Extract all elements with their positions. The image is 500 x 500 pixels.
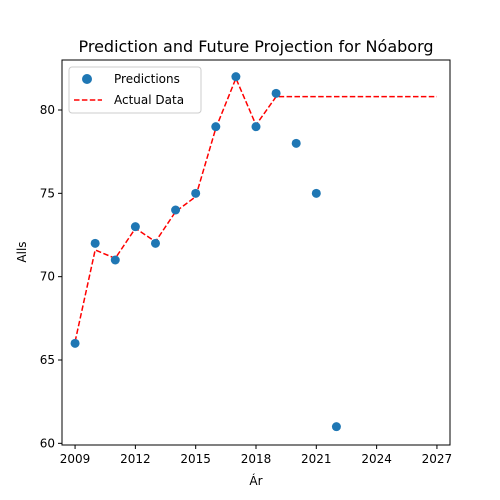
x-tick-label: 2015 [180,452,211,466]
x-tick-label: 2018 [241,452,272,466]
prediction-point [272,89,281,98]
y-tick-label: 75 [40,186,55,200]
legend-label-predictions: Predictions [114,72,180,86]
prediction-point [312,189,321,198]
prediction-point [332,422,341,431]
prediction-point [91,239,100,248]
x-tick-label: 2021 [301,452,332,466]
x-tick-label: 2012 [120,452,151,466]
prediction-point [71,339,80,348]
y-tick-label: 60 [40,436,55,450]
prediction-point [191,189,200,198]
prediction-point [292,139,301,148]
y-axis-label: Alls [15,241,29,262]
legend: Predictions Actual Data [69,67,201,113]
prediction-point [111,256,120,265]
x-tick-label: 2009 [60,452,91,466]
y-tick-label: 70 [40,270,55,284]
y-tick-label: 65 [40,353,55,367]
legend-marker-predictions [82,74,92,84]
prediction-point [151,239,160,248]
prediction-point [231,72,240,81]
prediction-point [171,206,180,215]
prediction-point [211,122,220,131]
y-tick-label: 80 [40,103,55,117]
chart-title: Prediction and Future Projection for Nóa… [78,37,433,56]
x-tick-label: 2024 [361,452,392,466]
x-tick-label: 2027 [422,452,453,466]
prediction-point [131,222,140,231]
x-axis-label: Ár [249,473,262,488]
legend-label-actual-data: Actual Data [114,93,184,107]
prediction-point [252,122,261,131]
